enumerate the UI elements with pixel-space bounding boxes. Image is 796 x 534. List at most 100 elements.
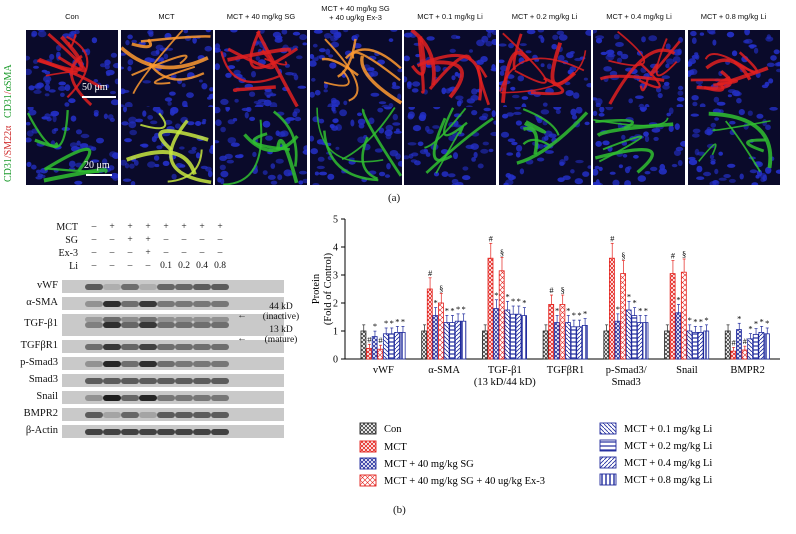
significance-mark: * bbox=[462, 304, 466, 314]
bar bbox=[642, 322, 649, 360]
significance-mark: * bbox=[704, 315, 708, 325]
blot-label: TGFβR1 bbox=[20, 339, 58, 351]
micrograph-tile bbox=[26, 107, 118, 185]
blot-band bbox=[175, 360, 193, 367]
blot-band bbox=[139, 317, 157, 322]
blot-label: BMPR2 bbox=[23, 407, 58, 419]
tgf-arrow-upper: ← bbox=[237, 311, 247, 321]
treatment-cell: – bbox=[109, 261, 115, 271]
blot-band bbox=[211, 411, 229, 418]
legend-swatch bbox=[599, 422, 617, 435]
blot-band bbox=[139, 283, 157, 290]
scale-label-1: 50 μm bbox=[82, 82, 108, 93]
treatment-cell: 0.4 bbox=[196, 261, 208, 271]
bar bbox=[498, 270, 505, 360]
significance-mark: * bbox=[676, 294, 680, 304]
micrograph-tile bbox=[593, 30, 685, 108]
blot-band bbox=[121, 411, 139, 418]
bar bbox=[521, 315, 527, 360]
blot-band bbox=[157, 343, 175, 350]
blot-band bbox=[193, 317, 211, 322]
significance-mark: * bbox=[566, 305, 570, 315]
legend-label: MCT bbox=[384, 442, 407, 453]
significance-mark: * bbox=[644, 305, 648, 315]
micrograph-tile bbox=[593, 107, 685, 185]
treatment-cell: – bbox=[91, 261, 97, 271]
legend-swatch bbox=[599, 456, 617, 469]
legend-label: MCT + 0.4 mg/kg Li bbox=[624, 458, 712, 469]
blot-band bbox=[103, 360, 121, 367]
x-tick-label: TGF-β1 (13 kD/44 kD) bbox=[474, 365, 536, 388]
bar bbox=[570, 326, 577, 360]
legend-swatch bbox=[599, 473, 617, 486]
micrograph-tile bbox=[120, 30, 213, 108]
blot-band bbox=[211, 394, 229, 401]
blot-band bbox=[157, 377, 175, 384]
micrograph-tile bbox=[120, 107, 213, 185]
treatment-cell: + bbox=[109, 222, 115, 232]
bar bbox=[388, 333, 395, 360]
blot-label: vWF bbox=[37, 279, 58, 291]
y-tick-label: 3 bbox=[333, 271, 338, 282]
treatment-cell: – bbox=[163, 235, 169, 245]
bar bbox=[394, 331, 400, 360]
blot-band bbox=[85, 377, 103, 384]
blot-band bbox=[193, 394, 211, 401]
micrograph-tile bbox=[687, 30, 780, 108]
x-tick-label: TGFβR1 bbox=[547, 365, 584, 376]
treatment-label: SG bbox=[65, 235, 78, 246]
bar bbox=[487, 257, 494, 360]
micrograph-tile bbox=[215, 107, 307, 185]
blot-band bbox=[121, 343, 139, 350]
scale-bar-2 bbox=[86, 174, 112, 176]
bar bbox=[686, 330, 693, 360]
significance-mark: § bbox=[439, 283, 443, 293]
blot-band bbox=[193, 322, 211, 328]
y-tick-label: 5 bbox=[333, 215, 338, 226]
panel-a-label: (a) bbox=[388, 192, 401, 204]
blot-band bbox=[175, 394, 193, 401]
blot-band bbox=[121, 322, 139, 328]
treatment-cell: – bbox=[181, 248, 187, 258]
treatment-cell: 0.8 bbox=[214, 261, 226, 271]
bar bbox=[581, 324, 588, 360]
bar bbox=[366, 347, 372, 360]
bar bbox=[758, 331, 765, 360]
treatment-cell: – bbox=[127, 261, 133, 271]
treatment-cell: – bbox=[199, 235, 205, 245]
blot-band bbox=[157, 428, 175, 435]
bar bbox=[443, 322, 450, 360]
blot-band bbox=[193, 428, 211, 435]
treatment-cell: + bbox=[127, 235, 133, 245]
significance-mark: * bbox=[638, 305, 642, 315]
blot-band bbox=[175, 428, 193, 435]
blot-band bbox=[157, 283, 175, 290]
blot-band bbox=[211, 283, 229, 290]
blot-band bbox=[103, 377, 121, 384]
bar bbox=[692, 331, 698, 360]
blot-band bbox=[121, 300, 139, 307]
bar bbox=[603, 330, 610, 360]
bar bbox=[724, 330, 731, 360]
micrograph-tile bbox=[404, 107, 496, 185]
blot-band bbox=[175, 322, 193, 328]
bar bbox=[697, 331, 704, 360]
blot-band bbox=[103, 322, 121, 328]
treatment-cell: – bbox=[91, 235, 97, 245]
y-axis-label: Protein(Fold of Control) bbox=[311, 252, 334, 325]
column-header: MCT + 0.8 mg/kg Li bbox=[700, 12, 767, 21]
significance-mark: * bbox=[577, 310, 581, 320]
treatment-cell: + bbox=[181, 222, 187, 232]
significance-mark: * bbox=[688, 315, 692, 325]
legend-label: MCT + 0.1 mg/kg Li bbox=[624, 424, 712, 435]
blot-band bbox=[157, 300, 175, 307]
significance-mark: # bbox=[489, 233, 494, 243]
legend-label: MCT + 0.2 mg/kg Li bbox=[624, 441, 712, 452]
treatment-cell: – bbox=[181, 235, 187, 245]
treatment-cell: – bbox=[217, 248, 223, 258]
treatment-label: Ex-3 bbox=[58, 248, 78, 259]
scale-label-2: 20 μm bbox=[84, 160, 110, 171]
blot-band bbox=[193, 360, 211, 367]
blot-band bbox=[85, 394, 103, 401]
